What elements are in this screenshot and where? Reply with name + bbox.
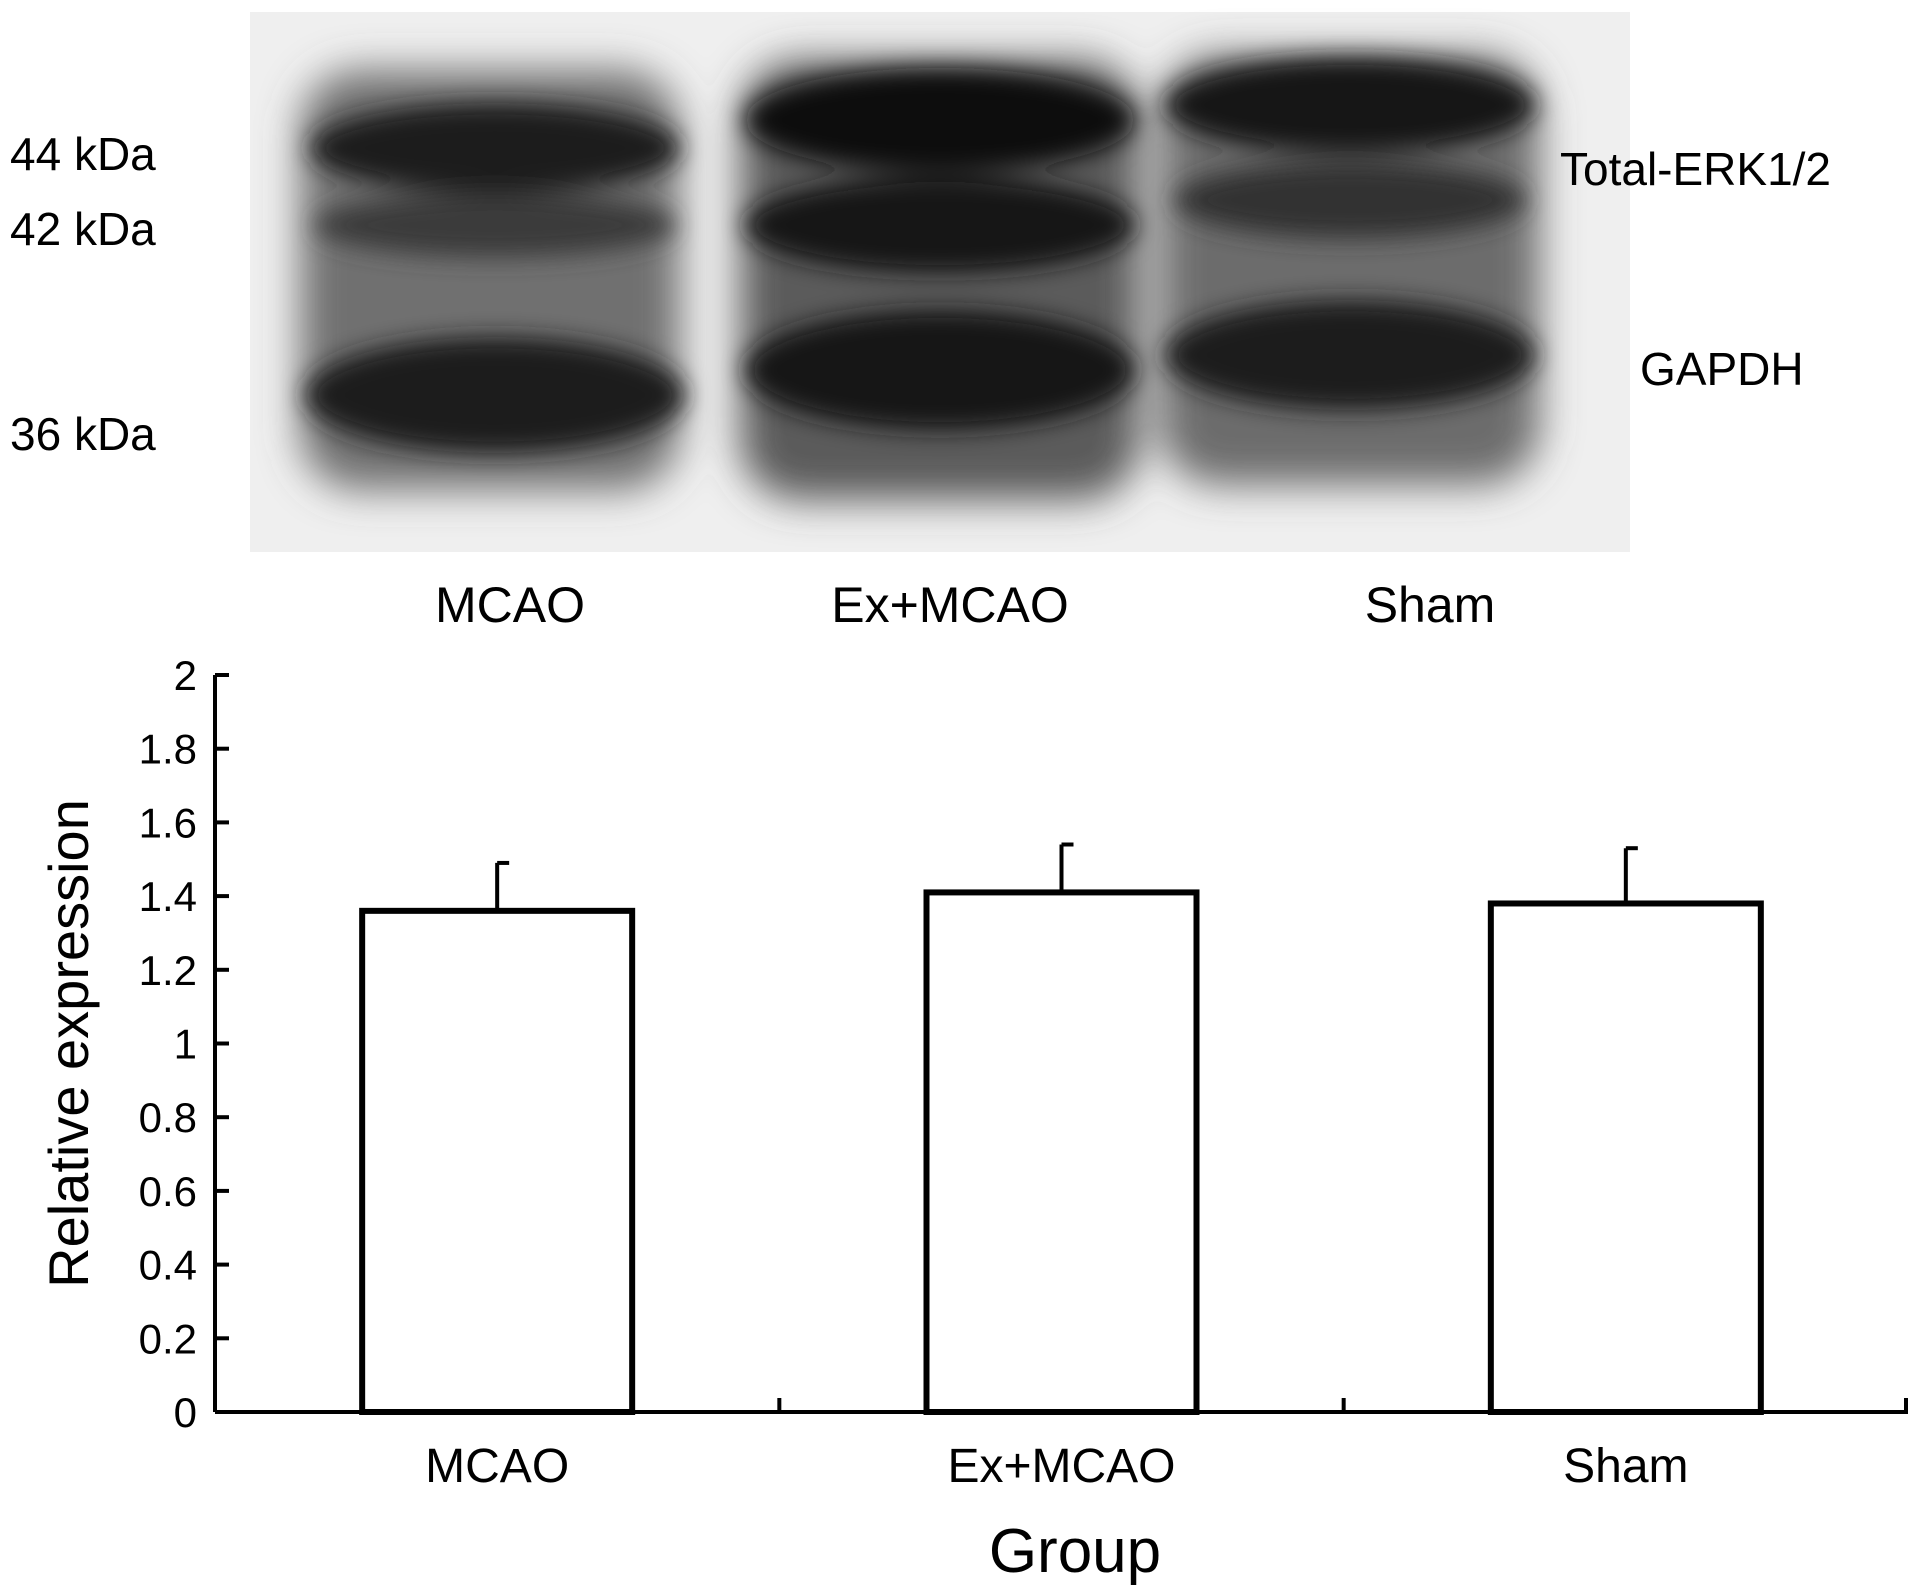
y-tick-label: 0.4 — [139, 1242, 197, 1289]
band-label-gapdh: GAPDH — [1640, 343, 1804, 395]
band-gapdh-sham — [1165, 300, 1535, 410]
band-42kda-mcao — [315, 193, 675, 257]
bar-ex-mcao — [923, 889, 1200, 1415]
western-blot: 44 kDa 42 kDa 36 kDa Total-ERK1/2 GAPDH … — [10, 12, 1831, 633]
band-44kda-ex-mcao — [745, 68, 1135, 172]
y-tick-label: 0.2 — [139, 1315, 197, 1362]
marker-label-36kda: 36 kDa — [10, 408, 156, 460]
bars — [359, 889, 1764, 1416]
y-tick-label: 1.6 — [139, 799, 197, 846]
bar-mcao — [359, 907, 636, 1416]
x-tick-label: MCAO — [425, 1440, 569, 1493]
marker-label-42kda: 42 kDa — [10, 203, 156, 255]
y-tick-label: 1 — [174, 1021, 197, 1068]
y-tick-label: 1.2 — [139, 947, 197, 994]
lane-label-mcao: MCAO — [435, 577, 585, 633]
band-gapdh-ex-mcao — [745, 310, 1135, 430]
y-tick-label: 0.6 — [139, 1168, 197, 1215]
x-axis-title: Group — [989, 1517, 1161, 1586]
lane-label-ex-mcao: Ex+MCAO — [831, 577, 1069, 633]
band-44kda-sham — [1165, 57, 1535, 153]
x-tick-labels: MCAO Ex+MCAO Sham — [425, 1440, 1688, 1493]
y-tick-label: 0.8 — [139, 1094, 197, 1141]
y-tick-label: 2 — [174, 652, 197, 699]
band-44kda-mcao — [310, 103, 680, 193]
y-tick-label: 1.4 — [139, 873, 197, 920]
y-tick-label: 0 — [174, 1389, 197, 1436]
error-bars — [495, 842, 1638, 911]
band-42kda-ex-mcao — [745, 177, 1135, 273]
band-gapdh-mcao — [305, 337, 685, 453]
x-tick-label: Ex+MCAO — [947, 1440, 1175, 1493]
lane-label-sham: Sham — [1365, 577, 1496, 633]
bar-chart: 0 0.2 0.4 0.6 0.8 1 1.2 1.4 1.6 1.8 2 MCAO Ex+MCAO S… — [37, 652, 1908, 1586]
y-tick-label: 1.8 — [139, 726, 197, 773]
bar-sham — [1487, 900, 1764, 1415]
bands — [305, 57, 1535, 453]
y-axis: 0 0.2 0.4 0.6 0.8 1 1.2 1.4 1.6 1.8 2 — [139, 652, 229, 1436]
marker-label-44kda: 44 kDa — [10, 128, 156, 180]
y-axis-title: Relative expression — [37, 799, 100, 1288]
band-label-total-erk: Total-ERK1/2 — [1560, 143, 1831, 195]
band-42kda-sham — [1175, 162, 1525, 238]
x-tick-label: Sham — [1563, 1440, 1688, 1493]
